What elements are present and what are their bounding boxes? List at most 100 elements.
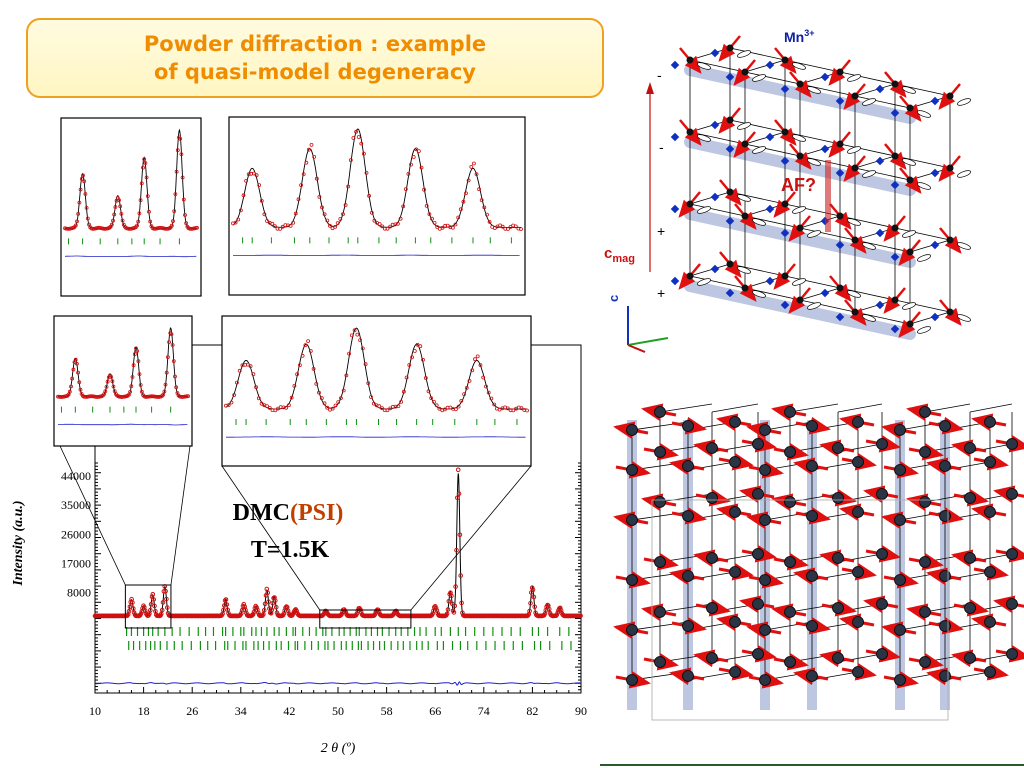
slide-title-line-2: of quasi-model degeneracy	[154, 60, 476, 84]
inset-observed	[245, 362, 250, 367]
observed-point	[578, 613, 583, 619]
inset-observed	[351, 136, 356, 140]
inset-observed	[482, 205, 487, 210]
mn-atom	[964, 442, 976, 454]
inset-observed	[69, 384, 73, 389]
mn-atom	[919, 496, 931, 508]
mn-atom	[626, 514, 638, 526]
inset-observed	[84, 205, 89, 210]
inset-observed	[147, 209, 151, 214]
y-tick-label: 35000	[61, 498, 91, 512]
mn-atom	[726, 44, 734, 52]
observed-point	[165, 605, 170, 610]
lattice-bond	[729, 47, 786, 61]
observed-point	[265, 590, 271, 596]
x-tick-label: 42	[283, 704, 295, 718]
orbital-diamond	[875, 84, 885, 94]
lattice-bond	[799, 299, 856, 313]
mn-atom	[832, 492, 844, 504]
inset-observed	[248, 364, 253, 369]
orbital-lobe	[792, 62, 806, 70]
inset-observed	[361, 151, 366, 156]
inset-observed	[254, 385, 259, 390]
mn-atom	[759, 424, 771, 436]
inset-observed	[259, 198, 264, 203]
inset-observed	[254, 173, 259, 178]
mn-atom	[759, 624, 771, 636]
mn-atom	[984, 456, 996, 468]
mn-atom	[939, 670, 951, 682]
mn-atom	[686, 128, 694, 136]
unit-cell	[651, 499, 949, 721]
inset-observed	[427, 212, 432, 217]
inset-frame	[221, 315, 532, 467]
inset-observed	[372, 218, 377, 223]
observed-point	[457, 532, 463, 538]
inset-top-mid-angle	[228, 116, 526, 296]
observed-point	[444, 611, 450, 617]
x-tick-label: 58	[381, 704, 393, 718]
lattice-bond	[839, 143, 896, 157]
orbital-lobe	[957, 98, 971, 106]
inset-observed	[422, 187, 427, 192]
sign-2: -	[659, 139, 664, 155]
mn-atom	[851, 164, 859, 172]
inset-observed	[85, 216, 90, 221]
inset-observed	[257, 183, 262, 188]
mn-atom	[832, 652, 844, 664]
orbital-diamond	[875, 156, 885, 166]
inset-observed	[453, 222, 458, 227]
inset-observed	[333, 224, 338, 229]
mn-atom	[759, 464, 771, 476]
inset-observed	[120, 218, 125, 223]
inset-observed	[180, 175, 185, 180]
orbital-lobe	[752, 146, 766, 154]
inset-observed	[111, 384, 116, 389]
mn-atom	[729, 666, 741, 678]
inset-observed	[303, 343, 308, 348]
inset-observed	[432, 220, 437, 225]
inset-observed	[500, 224, 505, 229]
observed-point	[164, 596, 169, 602]
orbital-lobe	[697, 134, 711, 142]
y-axis-label: Intensity (a.u.)	[11, 500, 26, 586]
inset-observed	[276, 406, 280, 411]
observed-point	[126, 608, 132, 614]
temperature-label: T=1.5K	[251, 537, 330, 563]
inset-observed	[440, 225, 445, 230]
mn-atom	[806, 670, 818, 682]
orbital-diamond	[765, 276, 775, 286]
mn-atom	[654, 606, 666, 618]
mn-atom	[706, 552, 718, 564]
slide-title-box: Powder diffraction : example of quasi-mo…	[26, 18, 604, 98]
inset-observed	[241, 193, 246, 198]
x-tick-label: 50	[332, 704, 344, 718]
observed-point	[224, 602, 230, 607]
cmag-subscript: mag	[612, 253, 635, 265]
orbital-lobe	[902, 86, 916, 94]
inset-observed	[181, 197, 186, 202]
orbital-diamond	[765, 204, 775, 214]
orbital-lobe	[847, 146, 861, 154]
mn-atom	[1006, 438, 1018, 450]
inset-observed	[349, 333, 354, 338]
inset-observed	[73, 357, 78, 362]
inset-observed	[262, 212, 267, 217]
observed-point	[455, 467, 461, 473]
inset-observed	[173, 374, 177, 379]
inset-observed	[312, 154, 317, 159]
observed-point	[449, 593, 454, 599]
observed-point	[160, 600, 166, 605]
orbital-lobe	[752, 290, 766, 298]
zoom-window-mid-angle	[319, 609, 412, 629]
inset-observed	[322, 212, 327, 217]
lattice-bond	[909, 311, 951, 325]
inset-observed	[162, 389, 167, 394]
lattice-bond	[837, 403, 883, 413]
inset-observed	[434, 403, 439, 408]
inset-observed	[354, 129, 359, 134]
inset-observed	[450, 225, 455, 230]
inset-observed	[505, 227, 510, 231]
observed-point	[557, 605, 563, 611]
inset-observed	[118, 204, 123, 209]
